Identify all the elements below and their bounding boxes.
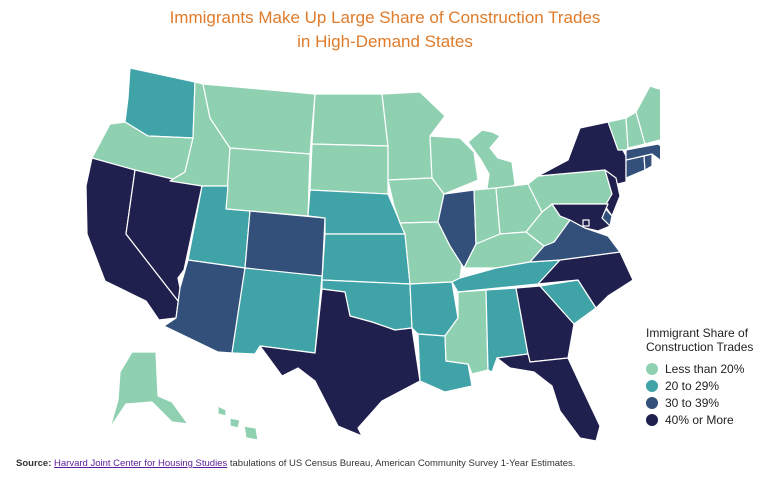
legend-item-less-than-20: Less than 20% bbox=[646, 360, 770, 377]
state-VT[interactable] bbox=[607, 117, 629, 151]
legend-title-line-1: Immigrant Share of bbox=[646, 326, 749, 340]
legend-item-label: 20 to 29% bbox=[665, 378, 720, 393]
state-ND[interactable] bbox=[311, 93, 389, 147]
state-KS[interactable] bbox=[321, 233, 411, 285]
legend-swatch-icon bbox=[646, 413, 658, 426]
state-AK[interactable] bbox=[109, 351, 189, 429]
legend: Immigrant Share of Construction Trades L… bbox=[646, 326, 770, 428]
legend-title-line-2: Construction Trades bbox=[646, 340, 754, 354]
legend-swatch-icon bbox=[646, 396, 658, 409]
source-label: Source: bbox=[16, 458, 52, 469]
legend-item-30-to-39: 30 to 39% bbox=[646, 394, 770, 411]
chart-title: Immigrants Make Up Large Share of Constr… bbox=[0, 6, 770, 54]
legend-title: Immigrant Share of Construction Trades bbox=[646, 326, 770, 354]
state-MI[interactable] bbox=[467, 129, 516, 197]
legend-item-20-to-29: 20 to 29% bbox=[646, 377, 770, 394]
state-HI[interactable] bbox=[217, 405, 259, 441]
state-FL[interactable] bbox=[496, 353, 601, 442]
state-SD[interactable] bbox=[309, 143, 389, 195]
state-WY[interactable] bbox=[225, 147, 311, 217]
chart-title-line-1: Immigrants Make Up Large Share of Constr… bbox=[169, 8, 601, 27]
source-note: Source: Harvard Joint Center for Housing… bbox=[16, 458, 575, 469]
legend-swatch-icon bbox=[646, 362, 658, 375]
state-DC[interactable] bbox=[582, 219, 590, 227]
state-WI[interactable] bbox=[429, 135, 479, 195]
state-WA[interactable] bbox=[124, 67, 196, 139]
source-text: tabulations of US Census Bureau, America… bbox=[227, 458, 576, 469]
state-NM[interactable] bbox=[231, 267, 323, 355]
state-TX[interactable] bbox=[259, 288, 421, 437]
state-MA[interactable] bbox=[625, 143, 660, 161]
legend-item-40-or-more: 40% or More bbox=[646, 411, 770, 428]
legend-swatch-icon bbox=[646, 379, 658, 392]
state-ME[interactable] bbox=[635, 85, 660, 145]
state-RI[interactable] bbox=[643, 153, 653, 171]
legend-item-label: 30 to 39% bbox=[665, 395, 720, 410]
legend-item-label: Less than 20% bbox=[665, 361, 745, 376]
us-choropleth-map bbox=[85, 67, 660, 442]
state-MD[interactable] bbox=[551, 203, 611, 232]
legend-item-label: 40% or More bbox=[665, 412, 734, 427]
source-link[interactable]: Harvard Joint Center for Housing Studies bbox=[54, 458, 228, 469]
chart-title-line-2: in High-Demand States bbox=[297, 32, 473, 51]
